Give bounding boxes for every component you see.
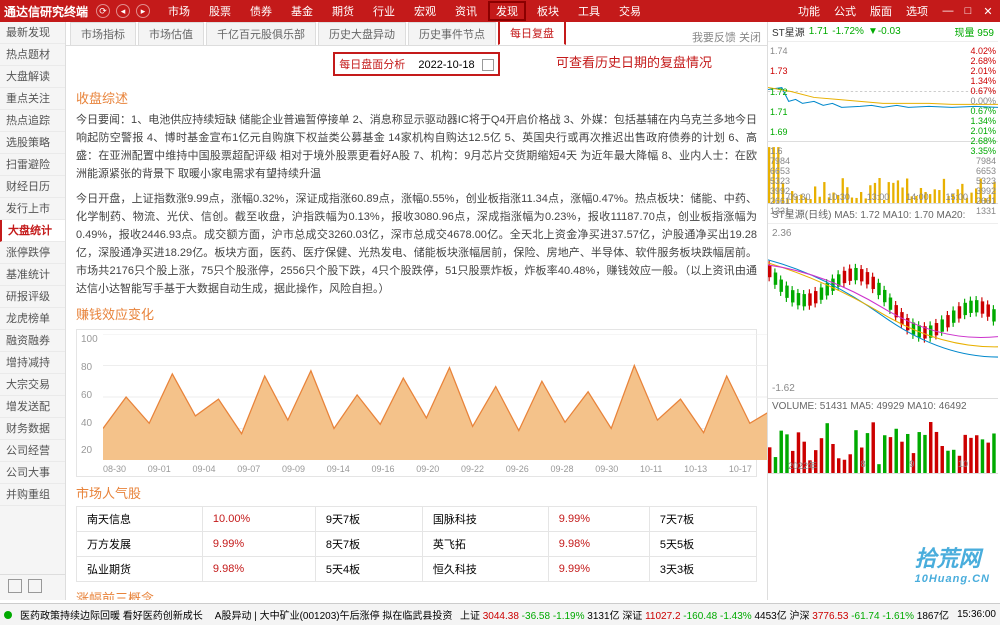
quote-price: 1.71 (809, 26, 828, 37)
tab-千亿百元股俱乐部[interactable]: 千亿百元股俱乐部 (206, 22, 316, 45)
tabbar: 市场指标市场估值千亿百元股俱乐部历史大盘异动历史事件节点每日复盘 我要反馈 关闭 (66, 22, 767, 46)
nav-选股策略[interactable]: 选股策略 (0, 132, 65, 154)
menu-期货[interactable]: 期货 (324, 1, 362, 21)
volume-header: VOLUME: 51431 MA5: 49929 MA10: 46492 (768, 399, 998, 414)
table-row: 南天信息10.00%9天7板国脉科技9.99%7天7板 (77, 507, 757, 532)
close-button[interactable]: ✕ (980, 4, 996, 18)
volume-chart: 2022年8910 (768, 414, 998, 474)
menu-发现[interactable]: 发现 (488, 1, 526, 21)
window-buttons: — □ ✕ (940, 4, 996, 18)
quote-diff: ▼-0.03 (868, 26, 901, 37)
nav-涨停跌停[interactable]: 涨停跌停 (0, 242, 65, 264)
para-news: 今日要闻：1、电池供应持续短缺 储能企业普遍暂停接单 2、消息称显示驱动器IC将… (76, 111, 757, 184)
nav-bottom-icons (0, 574, 66, 597)
left-nav: 最新发现热点题材大盘解读重点关注热点追踪选股策略扫雷避险财经日历发行上市大盘统计… (0, 22, 66, 600)
feedback-link[interactable]: 我要反馈 关闭 (692, 29, 761, 45)
menu-基金[interactable]: 基金 (283, 1, 321, 21)
hot-table: 南天信息10.00%9天7板国脉科技9.99%7天7板万方发展9.99%8天7板… (76, 506, 757, 582)
menu-股票[interactable]: 股票 (201, 1, 239, 21)
rmenu-选项[interactable]: 选项 (900, 1, 934, 21)
nav-融资融券[interactable]: 融资融券 (0, 330, 65, 352)
statusbar: 医药政策持续边际回暖 看好医药创新成长A股异动 | 大中矿业(001203)午后… (0, 603, 1000, 625)
icon-b[interactable] (28, 579, 42, 593)
tab-历史大盘异动[interactable]: 历史大盘异动 (318, 22, 406, 45)
nav-公司大事[interactable]: 公司大事 (0, 462, 65, 484)
tab-市场估值[interactable]: 市场估值 (138, 22, 204, 45)
history-note: 可查看历史日期的复盘情况 (556, 52, 712, 71)
nav-财务数据[interactable]: 财务数据 (0, 418, 65, 440)
nav-增发送配[interactable]: 增发送配 (0, 396, 65, 418)
nav-热点题材[interactable]: 热点题材 (0, 44, 65, 66)
tab-市场指标[interactable]: 市场指标 (70, 22, 136, 45)
rmenu-版面[interactable]: 版面 (864, 1, 898, 21)
nav-财经日历[interactable]: 财经日历 (0, 176, 65, 198)
kline-header: ST星源(日线) MA5: 1.72 MA10: 1.70 MA20: (768, 204, 998, 224)
rmenu-功能[interactable]: 功能 (792, 1, 826, 21)
nav-龙虎榜单[interactable]: 龙虎榜单 (0, 308, 65, 330)
right-pane: ST星源 1.71 -1.72% ▼-0.03 现量 959 1.741.731… (768, 22, 998, 600)
nav-发行上市[interactable]: 发行上市 (0, 198, 65, 220)
para-market: 今日开盘，上证指数涨9.99点，涨幅0.32%，深证成指涨60.89点，涨幅0.… (76, 190, 757, 299)
rmenu-公式[interactable]: 公式 (828, 1, 862, 21)
section-concept-title: 涨幅前三概念 (76, 588, 757, 600)
back-icon[interactable]: ◂ (116, 4, 130, 18)
fwd-icon[interactable]: ▸ (136, 4, 150, 18)
status-indices: 上证 3044.38 -36.58 -1.19% 3131亿 深证 11027.… (460, 607, 949, 622)
menu-行业[interactable]: 行业 (365, 1, 403, 21)
date-value: 2022-10-18 (418, 59, 474, 71)
nav-扫雷避险[interactable]: 扫雷避险 (0, 154, 65, 176)
section-summary-title: 收盘综述 (76, 88, 757, 107)
app-name: 通达信研究终端 (4, 3, 88, 20)
quote-chg: -1.72% (832, 26, 864, 37)
kline-chart: 2.36-1.62 (768, 224, 998, 399)
effect-chart: 10080604020 08-3009-0109-0409-0709-0909-… (76, 329, 757, 477)
nav-公司经营[interactable]: 公司经营 (0, 440, 65, 462)
tab-每日复盘[interactable]: 每日复盘 (498, 22, 566, 45)
max-button[interactable]: □ (960, 4, 976, 18)
titlebar: 通达信研究终端 ⟳ ◂ ▸ 市场股票债券基金期货行业宏观资讯发现板块工具交易 功… (0, 0, 1000, 22)
nav-dots: ⟳ ◂ ▸ (96, 4, 150, 18)
nav-重点关注[interactable]: 重点关注 (0, 88, 65, 110)
quote-name[interactable]: ST星源 (772, 24, 805, 39)
icon-a[interactable] (8, 579, 22, 593)
status-dot-icon (4, 611, 12, 619)
quote-vol: 现量 959 (955, 24, 994, 39)
intraday-vol-chart: 1.67984665353233992266113313.35%79846653… (768, 142, 998, 204)
menu-交易[interactable]: 交易 (611, 1, 649, 21)
nav-热点追踪[interactable]: 热点追踪 (0, 110, 65, 132)
menu-市场[interactable]: 市场 (160, 1, 198, 21)
nav-并购重组[interactable]: 并购重组 (0, 484, 65, 506)
menu-板块[interactable]: 板块 (529, 1, 567, 21)
menu-债券[interactable]: 债券 (242, 1, 280, 21)
menu-资讯[interactable]: 资讯 (447, 1, 485, 21)
nav-大宗交易[interactable]: 大宗交易 (0, 374, 65, 396)
nav-基准统计[interactable]: 基准统计 (0, 264, 65, 286)
nav-研报评级[interactable]: 研报评级 (0, 286, 65, 308)
table-row: 万方发展9.99%8天7板英飞拓9.98%5天5板 (77, 532, 757, 557)
right-menu: 功能公式版面选项 (792, 1, 934, 21)
intraday-price-chart: 1.741.731.721.711.694.02%2.68%2.01%1.34%… (768, 42, 998, 142)
menu-宏观[interactable]: 宏观 (406, 1, 444, 21)
tab-历史事件节点[interactable]: 历史事件节点 (408, 22, 496, 45)
section-hot-title: 市场人气股 (76, 483, 757, 502)
refresh-icon[interactable]: ⟳ (96, 4, 110, 18)
table-row: 弘业期货9.98%5天4板恒久科技9.99%3天3板 (77, 557, 757, 582)
date-label: 每日盘面分析 (339, 59, 405, 71)
main-menu: 市场股票债券基金期货行业宏观资讯发现板块工具交易 (160, 1, 792, 21)
quote-header: ST星源 1.71 -1.72% ▼-0.03 现量 959 (768, 22, 998, 42)
status-time: 15:36:00 (957, 609, 996, 620)
status-news: 医药政策持续边际回暖 看好医药创新成长A股异动 | 大中矿业(001203)午后… (20, 607, 452, 622)
nav-大盘统计[interactable]: 大盘统计 (0, 220, 65, 242)
nav-最新发现[interactable]: 最新发现 (0, 22, 65, 44)
min-button[interactable]: — (940, 4, 956, 18)
nav-增持减持[interactable]: 增持减持 (0, 352, 65, 374)
section-chart-title: 赚钱效应变化 (76, 304, 757, 323)
content-scroll[interactable]: 收盘综述 今日要闻：1、电池供应持续短缺 储能企业普遍暂停接单 2、消息称显示驱… (66, 78, 767, 600)
calendar-icon[interactable] (482, 59, 494, 71)
nav-大盘解读[interactable]: 大盘解读 (0, 66, 65, 88)
center-pane: 市场指标市场估值千亿百元股俱乐部历史大盘异动历史事件节点每日复盘我要反馈 关闭 … (66, 22, 768, 600)
menu-工具[interactable]: 工具 (570, 1, 608, 21)
